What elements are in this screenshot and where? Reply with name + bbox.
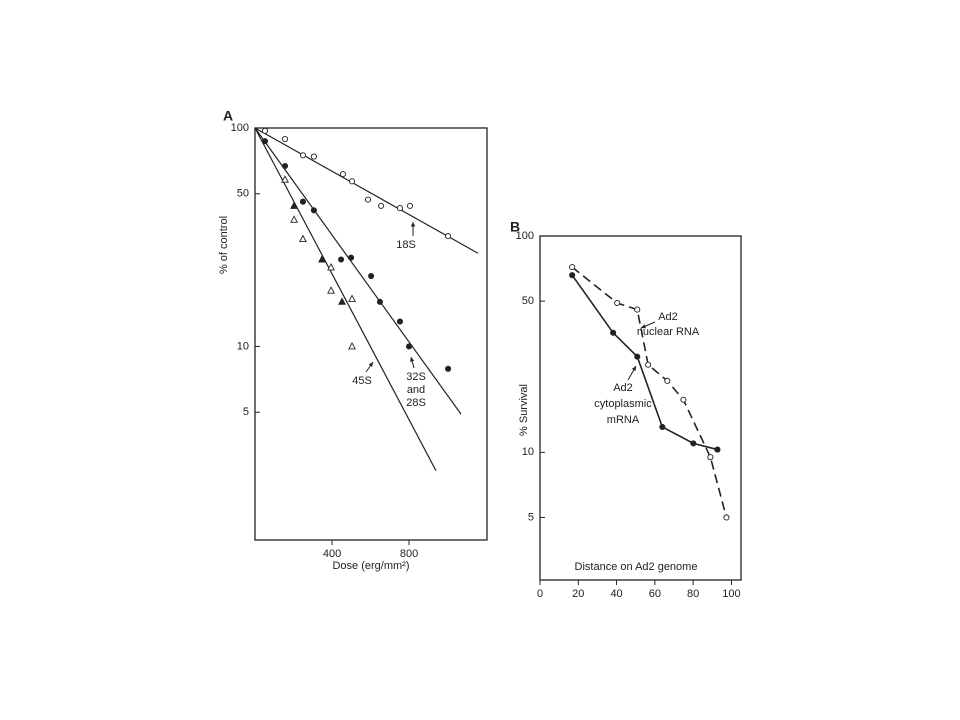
y-axis-label: % of control xyxy=(218,216,230,274)
fit-line xyxy=(254,127,479,254)
data-point xyxy=(610,329,617,336)
x-tick-label: 800 xyxy=(400,548,418,560)
arrow-head xyxy=(631,366,636,371)
data-point xyxy=(318,255,326,263)
y-tick-label: 10 xyxy=(237,340,249,352)
data-point xyxy=(396,318,404,325)
data-point xyxy=(445,233,452,240)
y-tick-label: 5 xyxy=(528,511,534,523)
data-point xyxy=(281,175,289,183)
data-point xyxy=(723,514,730,521)
data-point xyxy=(339,171,347,178)
data-point xyxy=(645,361,652,368)
data-point xyxy=(348,294,356,302)
series-line xyxy=(571,274,718,451)
series-label: Ad2 xyxy=(613,382,633,394)
data-point xyxy=(327,286,335,294)
x-tick-label: 400 xyxy=(323,548,341,560)
data-point xyxy=(261,127,269,134)
data-point xyxy=(680,396,687,403)
series-label: 45S xyxy=(352,375,372,387)
data-point xyxy=(348,341,356,350)
x-axis-label: Dose (erg/mm²) xyxy=(332,560,409,572)
y-tick-label: 10 xyxy=(522,446,534,458)
arrow-head xyxy=(410,222,416,227)
data-point xyxy=(290,201,299,209)
data-point xyxy=(338,256,345,263)
y-tick-label: 100 xyxy=(516,230,534,242)
data-point xyxy=(281,162,289,170)
data-point xyxy=(634,353,641,360)
series-label: and xyxy=(407,384,425,396)
data-point xyxy=(445,365,452,372)
x-tick-label: 80 xyxy=(687,588,699,600)
data-point xyxy=(281,136,289,143)
series-line xyxy=(571,266,728,518)
data-point xyxy=(348,254,355,261)
series-label: 18S xyxy=(396,239,416,251)
arrow-head xyxy=(410,357,415,362)
data-point xyxy=(290,215,299,223)
arrow-head xyxy=(368,362,373,367)
x-tick-label: 0 xyxy=(537,588,543,600)
plot-frame xyxy=(254,127,488,541)
data-point xyxy=(298,234,307,243)
x-tick-label: 40 xyxy=(610,588,622,600)
y-tick-label: 50 xyxy=(237,188,249,200)
data-point xyxy=(690,440,697,447)
x-tick-label: 100 xyxy=(722,588,740,600)
data-point xyxy=(405,343,413,350)
data-point xyxy=(364,196,372,203)
panel-label: B xyxy=(510,219,520,235)
data-point xyxy=(338,297,346,305)
data-point xyxy=(406,202,414,209)
data-point xyxy=(569,272,576,279)
data-point xyxy=(378,202,385,209)
data-point xyxy=(310,153,317,160)
panel-label: A xyxy=(223,108,233,124)
data-point xyxy=(376,298,384,305)
series-label: cytoplasmic xyxy=(594,398,652,410)
series-label: 28S xyxy=(406,397,426,409)
y-tick-label: 100 xyxy=(231,122,249,134)
series-label: nuclear RNA xyxy=(637,326,700,338)
data-point xyxy=(368,273,375,280)
data-point xyxy=(707,454,714,461)
data-point xyxy=(348,178,356,185)
x-axis-label: Distance on Ad2 genome xyxy=(575,561,698,573)
data-point xyxy=(327,262,335,271)
y-tick-label: 5 xyxy=(243,406,249,418)
y-tick-label: 50 xyxy=(522,295,534,307)
data-point xyxy=(396,205,404,212)
data-point xyxy=(664,377,671,384)
x-tick-label: 60 xyxy=(649,588,661,600)
series-label: Ad2 xyxy=(658,311,678,323)
series-label: 32S xyxy=(406,371,426,383)
arrow-head xyxy=(641,324,646,329)
x-tick-label: 20 xyxy=(572,588,584,600)
data-point xyxy=(714,446,721,453)
data-point xyxy=(299,198,306,205)
y-axis-label: % Survival xyxy=(518,384,530,436)
series-label: mRNA xyxy=(607,414,640,426)
data-point xyxy=(614,299,621,307)
data-point xyxy=(569,264,576,271)
fit-line xyxy=(254,127,462,415)
data-point xyxy=(310,207,317,214)
data-point xyxy=(634,306,641,313)
fit-line xyxy=(254,127,437,471)
data-point xyxy=(659,423,666,431)
data-point xyxy=(299,152,306,159)
plot-frame xyxy=(539,235,742,581)
